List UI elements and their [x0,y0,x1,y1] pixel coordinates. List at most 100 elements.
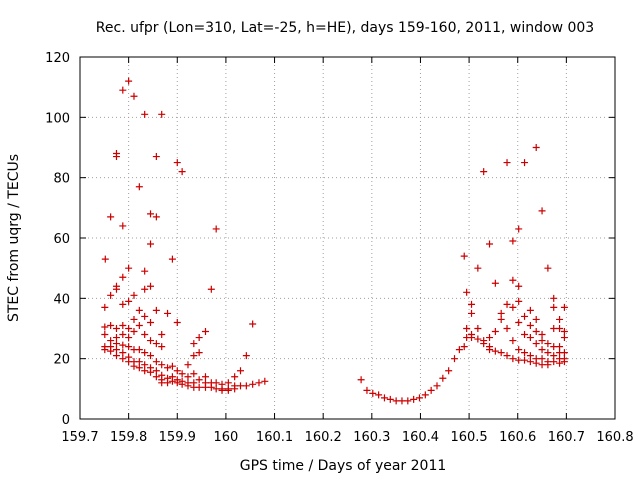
data-point [212,379,220,387]
data-point [164,379,172,387]
data-point [261,377,269,385]
data-point [497,309,505,317]
x-tick-label: 160 [213,430,238,445]
data-point [168,362,176,370]
data-point [468,300,476,308]
data-point [451,355,458,363]
data-point [249,380,257,388]
data-point [184,361,192,369]
data-point [158,331,166,339]
data-point [119,349,127,357]
data-point [532,328,540,336]
data-point [135,346,143,354]
data-point [491,347,499,355]
data-point [130,362,138,370]
data-point [147,318,155,326]
data-point [544,361,552,369]
data-point [427,386,435,394]
data-point [237,382,244,390]
data-point [141,110,149,118]
data-point [119,321,127,329]
data-point [532,359,540,367]
data-point [398,397,406,405]
data-point [550,303,558,311]
data-point [190,352,198,360]
data-point [112,285,120,293]
data-point [168,377,176,385]
y-tick-label: 0 [62,413,70,428]
data-point [107,337,115,345]
data-point [515,356,523,364]
data-point [255,379,263,387]
data-point [130,315,138,323]
data-point [130,92,138,100]
data-point [369,389,377,397]
data-point [380,394,388,402]
data-point [125,264,133,272]
data-point [119,86,127,94]
data-point [173,379,181,387]
data-point [141,367,149,375]
x-tick-label: 160.3 [353,430,390,445]
x-tick-label: 159.8 [110,430,147,445]
data-point [526,306,534,314]
data-point [509,303,517,311]
x-tick-labels: 159.7 159.8 159.9 160 160.1 160.2 160.3 160.4 16… [61,430,633,445]
data-point [515,318,523,326]
data-points [101,77,568,405]
data-point [178,370,186,378]
data-point [168,255,176,263]
data-point [455,346,463,354]
data-point [474,335,482,343]
data-point [158,379,166,387]
data-point [173,159,181,167]
data-point [173,318,181,326]
data-point [141,267,149,275]
data-point [521,349,529,357]
data-point [550,352,558,360]
data-point [119,300,127,308]
data-point [141,349,149,357]
data-point [107,213,115,221]
data-point [480,340,488,348]
data-point [560,303,568,311]
data-point [152,153,160,161]
data-point [101,255,109,263]
data-point [515,225,523,233]
data-point [521,159,529,167]
data-point [460,343,468,351]
data-point [486,346,494,354]
x-tick-label: 160.8 [596,430,633,445]
data-point [509,337,517,345]
data-point [386,395,394,403]
data-point [486,240,494,248]
x-tick-label: 160.6 [499,430,536,445]
data-point [141,331,149,339]
data-point [195,376,203,384]
data-point [550,294,558,302]
data-point [474,264,482,272]
data-point [526,358,534,366]
x-axis-title: GPS time / Days of year 2011 [240,458,447,474]
data-point [119,331,127,339]
data-point [468,309,476,317]
data-point [164,364,172,372]
data-point [538,331,546,339]
data-point [532,340,540,348]
data-point [375,391,383,399]
data-point [224,379,232,387]
data-point [158,361,166,369]
y-tick-label: 120 [45,51,70,66]
data-point [195,383,203,391]
data-point [152,340,160,348]
data-point [125,325,133,332]
data-point [544,349,552,357]
data-point [152,367,160,375]
data-point [357,376,365,384]
data-point [147,337,155,345]
data-point [184,373,192,381]
data-point [101,303,109,311]
data-point [532,144,540,151]
data-point [125,77,133,85]
